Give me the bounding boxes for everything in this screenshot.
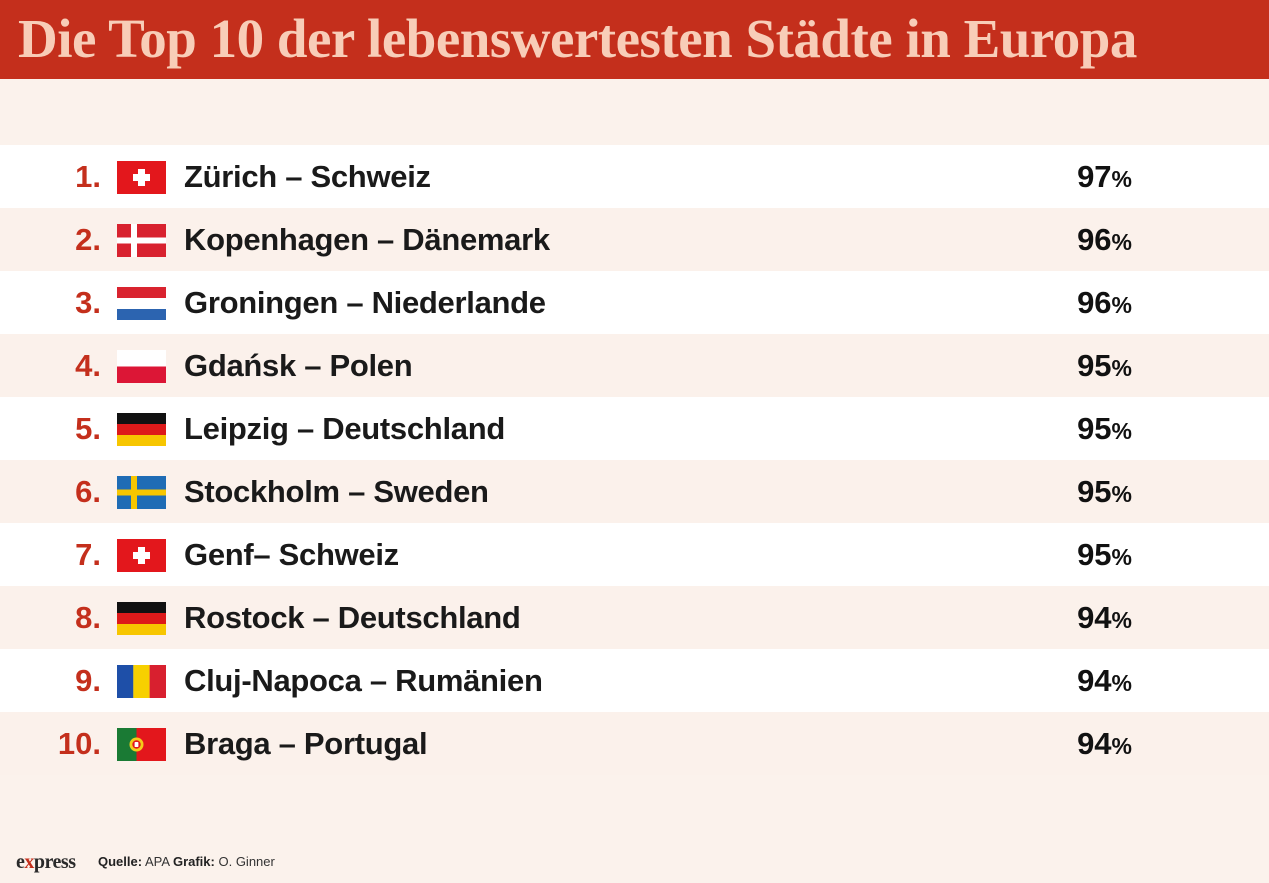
denmark-flag-icon: [117, 224, 166, 257]
score-value: 97%: [1077, 159, 1132, 194]
germany-flag-icon: [117, 602, 166, 635]
rank-number: 7.: [75, 537, 101, 572]
express-logo: express: [16, 851, 76, 873]
city-name: Zürich – Schweiz: [184, 159, 431, 194]
rank-number: 5.: [75, 411, 101, 446]
rank-number: 3.: [75, 285, 101, 320]
list-item: 5. Leipzig – Deutschland 95%: [0, 397, 1269, 460]
score-value: 94%: [1077, 663, 1132, 698]
city-name: Groningen – Niederlande: [184, 285, 546, 320]
city-name: Rostock – Deutschland: [184, 600, 521, 635]
rank-number: 4.: [75, 348, 101, 383]
page-title: Die Top 10 der lebenswertesten Städte in…: [18, 8, 1137, 69]
score-value: 96%: [1077, 285, 1132, 320]
source-value: APA: [144, 854, 170, 869]
list-item: 9. Cluj-Napoca – Rumänien 94%: [0, 649, 1269, 712]
poland-flag-icon: [117, 350, 166, 383]
ranking-list: 1. Zürich – Schweiz 97% 2. Kopenhagen – …: [0, 145, 1269, 775]
city-name: Braga – Portugal: [184, 726, 428, 761]
list-item: 6. Stockholm – Sweden 95%: [0, 460, 1269, 523]
score-value: 95%: [1077, 537, 1132, 572]
list-item: 8. Rostock – Deutschland 94%: [0, 586, 1269, 649]
switzerland-flag-icon: [117, 161, 166, 194]
netherlands-flag-icon: [117, 287, 166, 320]
rank-number: 2.: [75, 222, 101, 257]
rank-number: 6.: [75, 474, 101, 509]
score-value: 94%: [1077, 600, 1132, 635]
list-item: 7. Genf– Schweiz 95%: [0, 523, 1269, 586]
score-value: 95%: [1077, 411, 1132, 446]
graphic-value: O. Ginner: [218, 854, 275, 869]
list-item: 3. Groningen – Niederlande 96%: [0, 271, 1269, 334]
romania-flag-icon: [117, 665, 166, 698]
score-value: 95%: [1077, 348, 1132, 383]
score-value: 94%: [1077, 726, 1132, 761]
city-name: Genf– Schweiz: [184, 537, 399, 572]
list-item: 2. Kopenhagen – Dänemark 96%: [0, 208, 1269, 271]
rank-number: 9.: [75, 663, 101, 698]
score-value: 95%: [1077, 474, 1132, 509]
source-label: Quelle:: [98, 854, 143, 869]
header-bar: Die Top 10 der lebenswertesten Städte in…: [0, 0, 1269, 79]
list-item: 4. Gdańsk – Polen 95%: [0, 334, 1269, 397]
rank-number: 8.: [75, 600, 101, 635]
list-item: 10. Braga – Portugal 94%: [0, 712, 1269, 775]
score-value: 96%: [1077, 222, 1132, 257]
footer: [0, 840, 1269, 883]
list-item: 1. Zürich – Schweiz 97%: [0, 145, 1269, 208]
city-name: Leipzig – Deutschland: [184, 411, 505, 446]
credits-line: Quelle: APA Grafik: O. Ginner: [98, 851, 275, 873]
rank-number: 1.: [75, 159, 101, 194]
germany-flag-icon: [117, 413, 166, 446]
graphic-label: Grafik:: [172, 854, 215, 869]
city-name: Cluj-Napoca – Rumänien: [184, 663, 543, 698]
portugal-flag-icon: [117, 728, 166, 761]
city-name: Kopenhagen – Dänemark: [184, 222, 550, 257]
city-name: Gdańsk – Polen: [184, 348, 413, 383]
sweden-flag-icon: [117, 476, 166, 509]
switzerland-flag-icon: [117, 539, 166, 572]
city-name: Stockholm – Sweden: [184, 474, 489, 509]
rank-number: 10.: [57, 726, 101, 761]
